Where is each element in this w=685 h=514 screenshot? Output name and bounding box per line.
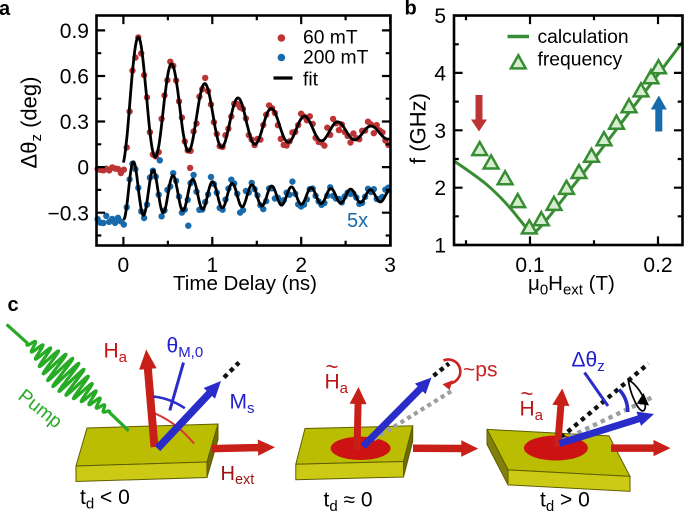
svg-text:frequency: frequency	[538, 50, 623, 71]
svg-text:0.6: 0.6	[60, 66, 89, 89]
svg-text:5: 5	[434, 5, 446, 28]
svg-text:b: b	[405, 0, 417, 19]
svg-text:td > 0: td > 0	[540, 489, 590, 514]
svg-text:θM,0: θM,0	[167, 335, 204, 362]
svg-text:calculation: calculation	[538, 27, 629, 48]
svg-text:~ps: ~ps	[463, 358, 497, 381]
svg-text:f (GHz): f (GHz)	[406, 93, 431, 164]
svg-text:a: a	[0, 0, 11, 20]
svg-text:1: 1	[206, 254, 218, 277]
svg-text:Time Delay (ns): Time Delay (ns)	[173, 272, 317, 295]
svg-text:0: 0	[118, 254, 130, 277]
svg-text:Δθz (deg): Δθz (deg)	[17, 77, 46, 169]
svg-text:Ha: Ha	[104, 340, 128, 367]
svg-text:5x: 5x	[347, 210, 368, 232]
svg-text:td < 0: td < 0	[80, 486, 130, 513]
svg-text:Hext: Hext	[221, 463, 255, 488]
svg-text:0.2: 0.2	[643, 254, 672, 277]
svg-text:Ms: Ms	[230, 391, 255, 418]
svg-text:td ≈ 0: td ≈ 0	[324, 489, 373, 514]
svg-text:0.3: 0.3	[60, 111, 89, 134]
svg-text:200 mT: 200 mT	[303, 48, 369, 69]
svg-text:~: ~	[521, 381, 534, 406]
svg-text:1: 1	[434, 235, 446, 258]
svg-text:~: ~	[326, 354, 339, 379]
svg-text:3: 3	[434, 120, 446, 143]
svg-text:0.9: 0.9	[60, 20, 89, 43]
svg-text:−0.3: −0.3	[48, 202, 89, 225]
svg-text:2: 2	[434, 177, 446, 200]
svg-text:Δθz: Δθz	[572, 349, 605, 376]
svg-text:0: 0	[77, 157, 89, 180]
svg-text:3: 3	[384, 254, 396, 277]
svg-text:4: 4	[434, 63, 446, 86]
svg-text:fit: fit	[303, 69, 319, 90]
svg-text:c: c	[8, 294, 19, 316]
svg-text:60 mT: 60 mT	[303, 28, 358, 49]
svg-text:2: 2	[295, 254, 307, 277]
svg-text:0.1: 0.1	[515, 254, 544, 277]
